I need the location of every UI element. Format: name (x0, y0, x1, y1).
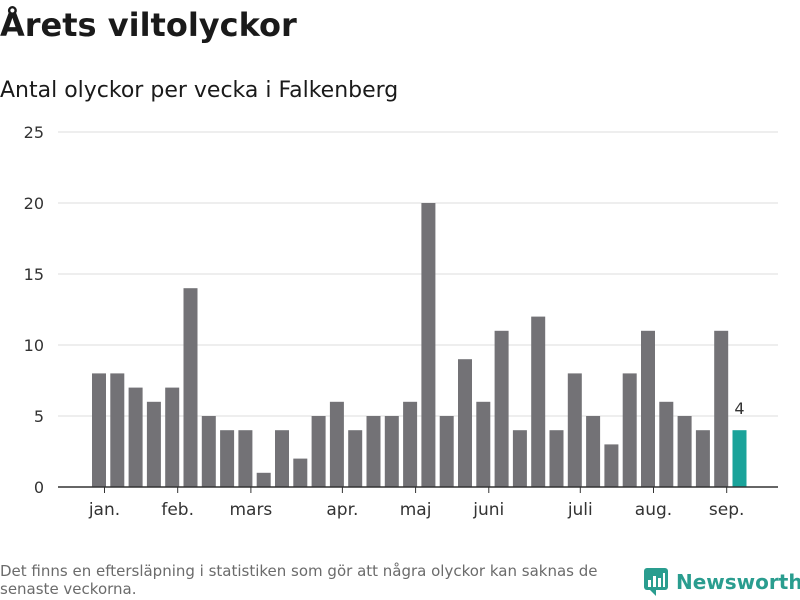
bar (293, 458, 308, 487)
y-tick-label: 10 (24, 336, 44, 355)
bar (403, 401, 418, 487)
bar (732, 430, 747, 487)
y-tick-label: 5 (34, 407, 44, 426)
x-tick-label: maj (400, 500, 432, 520)
bar (586, 416, 601, 487)
x-tick-label: juni (472, 500, 504, 520)
x-tick-label: juli (567, 500, 593, 520)
bar (677, 416, 692, 487)
bar (183, 288, 198, 487)
bar (348, 430, 363, 487)
bar (476, 401, 491, 487)
x-tick-label: mars (229, 500, 272, 520)
bar (92, 373, 106, 487)
brand-name: Newsworthy (676, 570, 800, 594)
bar (366, 416, 381, 487)
bar (110, 373, 125, 487)
bar (439, 416, 454, 487)
footnote: Det finns en eftersläpning i statistiken… (0, 562, 598, 598)
bar (622, 373, 637, 487)
x-tick-label: apr. (326, 500, 358, 520)
bar (275, 430, 289, 487)
y-tick-label: 15 (24, 265, 44, 284)
bar-chart: 0 5 10 15 20 25 4 jan. feb. mars apr. maj juni juli au… (24, 123, 778, 520)
bar (567, 373, 582, 487)
bar (714, 330, 729, 487)
bar (604, 444, 619, 487)
y-tick-label: 20 (24, 194, 44, 213)
bar (128, 387, 143, 487)
data-label: 4 (734, 399, 744, 418)
x-tick-label: aug. (635, 500, 672, 520)
bar (201, 416, 216, 487)
bar (238, 430, 253, 487)
bar (512, 430, 527, 487)
chart-title: Årets viltolyckor (0, 6, 297, 44)
bar (384, 416, 399, 487)
bar (659, 401, 674, 487)
x-tick-label: sep. (709, 500, 745, 520)
bar (220, 430, 235, 487)
bar (531, 316, 546, 487)
x-tick-label: feb. (161, 500, 194, 520)
bar (256, 472, 271, 487)
bar (311, 416, 326, 487)
bar (494, 330, 509, 487)
x-tick-label: jan. (88, 500, 120, 520)
bar (146, 401, 161, 487)
bar (329, 401, 344, 487)
bar (458, 359, 472, 487)
newsworthy-logo[interactable]: Newsworthy (644, 568, 800, 596)
bar (641, 330, 655, 487)
bar (695, 430, 710, 487)
y-tick-label: 0 (34, 478, 44, 497)
bar (549, 430, 564, 487)
chart-subtitle: Antal olyckor per vecka i Falkenberg (0, 78, 399, 103)
bar (165, 387, 180, 487)
y-tick-label: 25 (24, 123, 44, 142)
newsworthy-bar-chart-icon (644, 568, 668, 596)
bar (421, 203, 436, 487)
